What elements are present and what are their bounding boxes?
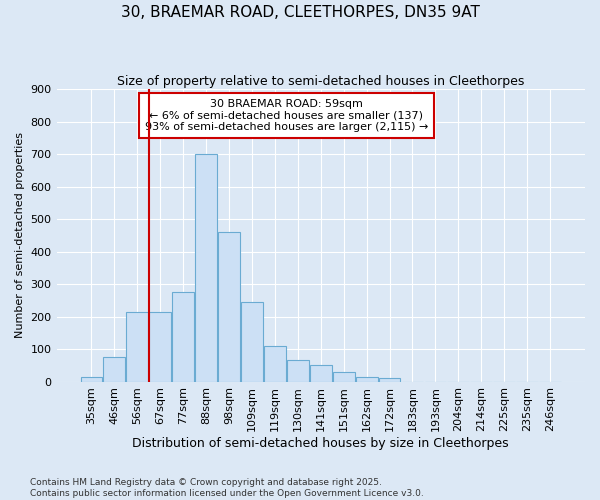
Bar (195, 154, 217, 382)
Text: Contains HM Land Registry data © Crown copyright and database right 2025.
Contai: Contains HM Land Registry data © Crown c… (30, 478, 424, 498)
Bar (80, 376, 103, 382)
Bar (103, 357, 125, 382)
Bar (218, 232, 240, 382)
X-axis label: Distribution of semi-detached houses by size in Cleethorpes: Distribution of semi-detached houses by … (133, 437, 509, 450)
Title: Size of property relative to semi-detached houses in Cleethorpes: Size of property relative to semi-detach… (117, 75, 524, 88)
Bar (379, 378, 400, 382)
Bar (287, 360, 309, 382)
Bar (149, 312, 171, 382)
Text: 30, BRAEMAR ROAD, CLEETHORPES, DN35 9AT: 30, BRAEMAR ROAD, CLEETHORPES, DN35 9AT (121, 5, 479, 20)
Bar (264, 346, 286, 382)
Y-axis label: Number of semi-detached properties: Number of semi-detached properties (15, 132, 25, 338)
Text: 30 BRAEMAR ROAD: 59sqm
← 6% of semi-detached houses are smaller (137)
93% of sem: 30 BRAEMAR ROAD: 59sqm ← 6% of semi-deta… (145, 99, 428, 132)
Bar (241, 302, 263, 382)
Bar (172, 292, 194, 382)
Bar (356, 376, 377, 382)
Bar (127, 312, 148, 382)
Bar (333, 372, 355, 382)
Bar (310, 366, 332, 382)
